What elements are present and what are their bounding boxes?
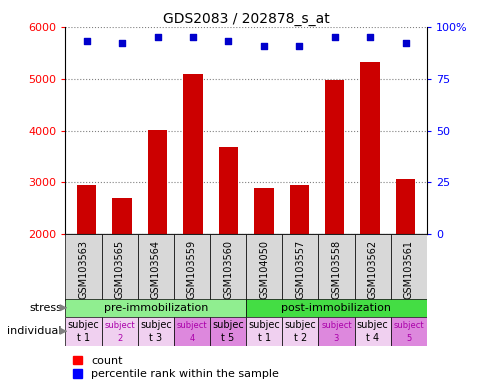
Text: GSM103565: GSM103565 [114, 240, 124, 299]
Bar [318, 317, 354, 346]
Bar [245, 299, 426, 317]
Text: GSM103564: GSM103564 [151, 240, 161, 299]
Bar [289, 185, 308, 338]
Text: subject: subject [176, 321, 207, 330]
Bar [210, 234, 245, 301]
Bar [183, 74, 202, 338]
Bar [354, 317, 390, 346]
Bar [65, 234, 102, 301]
Text: subjec: subjec [248, 320, 279, 331]
Text: subjec: subjec [140, 320, 171, 331]
Text: 4: 4 [189, 334, 194, 343]
Text: GSM103562: GSM103562 [367, 240, 377, 299]
Text: t 3: t 3 [149, 333, 162, 343]
Bar [324, 80, 344, 338]
Point [118, 40, 126, 46]
Text: subjec: subjec [68, 320, 99, 331]
Text: subject: subject [104, 321, 135, 330]
Point [224, 38, 232, 45]
Bar [218, 147, 238, 338]
Text: 2: 2 [117, 334, 122, 343]
Point [259, 43, 267, 49]
Bar [390, 234, 426, 301]
Text: subject: subject [393, 321, 423, 330]
Text: GSM103563: GSM103563 [78, 240, 89, 299]
Text: GSM104050: GSM104050 [258, 240, 269, 299]
Text: post-immobilization: post-immobilization [281, 303, 391, 313]
Bar [210, 317, 245, 346]
Text: GSM103560: GSM103560 [223, 240, 233, 299]
Text: GSM103561: GSM103561 [403, 240, 413, 299]
Bar [245, 317, 282, 346]
Text: pre-immobilization: pre-immobilization [104, 303, 208, 313]
Bar [173, 234, 210, 301]
Bar [148, 129, 167, 338]
Bar [65, 299, 245, 317]
Text: GSM103559: GSM103559 [186, 240, 197, 299]
Bar [102, 234, 137, 301]
Bar [282, 234, 318, 301]
Point [330, 34, 338, 40]
Text: 3: 3 [333, 334, 338, 343]
Bar [173, 317, 210, 346]
Bar [137, 317, 173, 346]
Bar [112, 198, 132, 338]
Bar [354, 234, 390, 301]
Point [365, 34, 373, 40]
Text: subjec: subjec [356, 320, 388, 331]
Text: GSM103558: GSM103558 [331, 240, 341, 299]
Title: GDS2083 / 202878_s_at: GDS2083 / 202878_s_at [163, 12, 329, 26]
Text: t 1: t 1 [257, 333, 270, 343]
Text: subjec: subjec [212, 320, 243, 331]
Legend: count, percentile rank within the sample: count, percentile rank within the sample [69, 351, 283, 384]
Point [189, 34, 197, 40]
Bar [395, 179, 414, 338]
Text: t 5: t 5 [221, 333, 234, 343]
Bar [360, 61, 379, 338]
Text: GSM103557: GSM103557 [295, 240, 305, 299]
Text: t 4: t 4 [365, 333, 378, 343]
Text: t 1: t 1 [77, 333, 90, 343]
Bar [137, 234, 173, 301]
Bar [282, 317, 318, 346]
Bar [245, 234, 282, 301]
Text: individual: individual [7, 326, 62, 336]
Text: subject: subject [320, 321, 351, 330]
Point [83, 38, 91, 45]
Bar [254, 188, 273, 338]
Bar [318, 234, 354, 301]
Bar [390, 317, 426, 346]
Text: 5: 5 [405, 334, 410, 343]
Text: t 2: t 2 [293, 333, 306, 343]
Point [153, 34, 161, 40]
Bar [65, 317, 102, 346]
Text: subjec: subjec [284, 320, 316, 331]
Point [295, 43, 302, 49]
Text: stress: stress [29, 303, 62, 313]
Bar [102, 317, 137, 346]
Point [401, 40, 408, 46]
Bar [77, 185, 96, 338]
